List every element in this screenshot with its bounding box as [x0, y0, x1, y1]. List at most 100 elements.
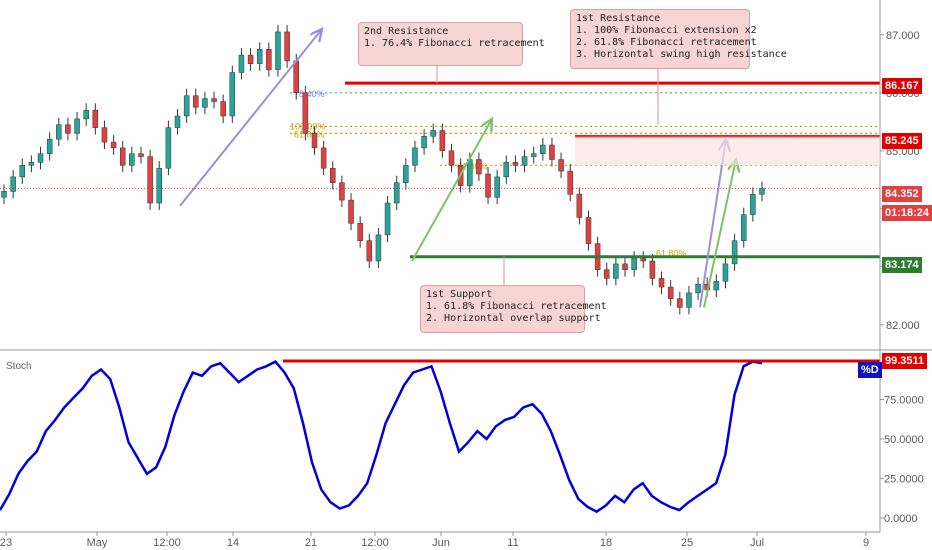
- candle-body: [293, 60, 299, 94]
- time-tick-label: 23: [0, 537, 12, 549]
- candle-body: [649, 260, 656, 279]
- candle-body: [275, 31, 281, 70]
- candle-body: [759, 188, 765, 195]
- candle-body: [330, 167, 336, 183]
- stoch-tick-label: 75.0000: [884, 395, 924, 407]
- candle-body: [476, 159, 482, 175]
- annotation-line: 2. 61.8% Fibonacci retracement: [576, 37, 757, 48]
- candle-body: [658, 278, 665, 288]
- key-levels: [345, 81, 880, 259]
- annotation-2nd-resistance: 2nd Resistance 1. 76.4% Fibonacci retrac…: [358, 22, 545, 66]
- candle-body: [613, 263, 619, 279]
- stoch-tick-label: 50.0000: [884, 434, 924, 446]
- time-tick-label: Jul: [750, 537, 764, 549]
- stoch-d-tag: %D: [858, 362, 882, 378]
- stoch-tick-label: 25.0000: [884, 474, 924, 486]
- price-tick-label: 87.000: [886, 30, 920, 42]
- candle-body: [375, 234, 382, 262]
- countdown-tag: 01:18:24: [882, 205, 932, 221]
- annotation-line: 1st Resistance: [576, 13, 661, 24]
- time-tick-label: May: [87, 537, 108, 549]
- candle-body: [384, 202, 391, 236]
- candle-body: [677, 298, 683, 308]
- candle-body: [56, 124, 62, 140]
- level-tag-83174: 83.174: [882, 257, 922, 273]
- candle-body: [640, 257, 647, 262]
- candle-body: [46, 138, 53, 154]
- candle-body: [156, 167, 163, 204]
- candle-body: [494, 176, 500, 198]
- time-tick-label: 25: [681, 537, 693, 549]
- candle-body: [256, 49, 263, 65]
- arrow-projection-2: [703, 160, 736, 308]
- price-tick-label: 82.000: [886, 320, 920, 332]
- candle-body: [320, 147, 327, 169]
- resistance-zone: [575, 136, 880, 166]
- candle-body: [165, 127, 172, 169]
- stoch-level-tag: 99.3511: [882, 353, 928, 369]
- candle-body: [366, 240, 373, 262]
- annotation-line: 1. 61.8% Fibonacci retracement: [426, 301, 607, 312]
- candle-body: [393, 182, 400, 204]
- candle-body: [311, 133, 318, 149]
- candle-body: [266, 49, 272, 70]
- annotation-line: 1st Support: [426, 289, 493, 300]
- candle-body: [421, 136, 427, 149]
- fib-label: 61.80%: [294, 129, 325, 139]
- stoch-tick-label: 0.0000: [884, 513, 918, 525]
- last-price-tag: 84.352: [882, 186, 922, 202]
- candle-body: [530, 153, 537, 157]
- stoch-line: [0, 360, 763, 514]
- fib-label: 61.80%: [656, 248, 687, 258]
- candle-body: [357, 223, 363, 241]
- candle-body: [667, 286, 674, 299]
- candle-body: [110, 141, 117, 149]
- candle-body: [147, 156, 153, 204]
- time-tick-label: Jun: [432, 537, 450, 549]
- candle-body: [686, 292, 692, 308]
- candle-body: [19, 165, 26, 178]
- candle-body: [92, 109, 99, 128]
- candle-body: [1, 191, 7, 198]
- time-axis: 23 May 12:00 14 21 12:00 Jun 11 18 25 Jul 9: [0, 532, 869, 549]
- annotation-line: 2nd Resistance: [364, 26, 449, 37]
- candle-body: [603, 269, 610, 279]
- candle-body: [119, 147, 126, 166]
- time-tick-label: 21: [305, 537, 317, 549]
- candle-body: [101, 127, 108, 143]
- annotation-line: 1. 76.4% Fibonacci retracement: [364, 38, 545, 49]
- candle-body: [174, 115, 181, 128]
- candle-body: [138, 153, 144, 157]
- indicator-name: Stoch: [6, 361, 32, 372]
- arrow-projection-1: [699, 139, 726, 308]
- candle-body: [348, 199, 354, 224]
- candlestick-series: [1, 24, 765, 315]
- candle-body: [576, 194, 583, 218]
- annotation-1st-resistance: 1st Resistance 1. 100% Fibonacci extensi…: [570, 9, 787, 69]
- candle-body: [247, 54, 254, 65]
- candle-body: [65, 124, 71, 134]
- annotation-line: 1. 100% Fibonacci extension x2: [576, 25, 757, 36]
- candle-body: [558, 159, 564, 172]
- candle-body: [622, 263, 628, 270]
- annotation-line: 2. Horizontal overlap support: [426, 313, 601, 324]
- candle-body: [485, 173, 491, 198]
- time-tick-label: 12:00: [361, 537, 389, 549]
- candle-body: [585, 217, 592, 244]
- candle-body: [10, 176, 16, 192]
- candle-body: [631, 257, 637, 270]
- candle-body: [403, 165, 409, 183]
- candle-body: [37, 153, 44, 163]
- candle-body: [28, 162, 35, 166]
- candle-body: [229, 72, 236, 117]
- annotation-1st-support: 1st Support 1. 61.8% Fibonacci retraceme…: [420, 285, 607, 333]
- candle-body: [695, 283, 701, 294]
- candle-body: [284, 31, 290, 62]
- time-tick-label: 12:00: [153, 537, 181, 549]
- stochastic-pane: 75.0000 50.0000 25.0000 0.0000: [0, 359, 924, 525]
- candle-body: [567, 170, 573, 195]
- candle-body: [83, 109, 89, 120]
- candle-body: [722, 263, 729, 282]
